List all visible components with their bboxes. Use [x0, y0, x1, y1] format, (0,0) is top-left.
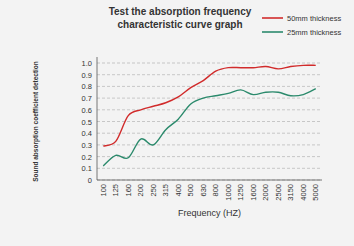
legend-swatch [262, 31, 283, 33]
legend-label: 50mm thickness [287, 14, 341, 23]
grid-line [97, 109, 322, 110]
plot-area [103, 65, 316, 166]
x-tick-label: 2500 [274, 184, 283, 201]
x-tick-label: 160 [124, 184, 133, 197]
y-tick-label: 0.7 [82, 94, 92, 103]
x-tick-label: 1600 [249, 184, 258, 201]
y-axis-title: Sound absorption coefficient detection [32, 61, 40, 182]
grid-line [97, 180, 322, 181]
grid-line [97, 98, 322, 99]
title: Test the absorption frequency characteris… [109, 6, 252, 30]
grid-line [97, 86, 322, 87]
x-tick-label: 5000 [311, 184, 320, 201]
x-tick-label: 125 [111, 184, 120, 197]
chart: Test the absorption frequency characteris… [0, 0, 354, 246]
x-axis [97, 180, 322, 181]
title-line: Test the absorption frequency [109, 6, 252, 17]
grid-line [97, 121, 322, 122]
legend-swatch [262, 17, 283, 19]
x-tick-label: 250 [149, 184, 158, 197]
y-tick-label: 0.6 [82, 106, 92, 115]
x-tick-label: 1000 [224, 184, 233, 201]
y-tick-label: 0.4 [82, 129, 92, 138]
grid-line [97, 133, 322, 134]
y-tick-label: 0.8 [82, 82, 92, 91]
legend-label: 25mm thickness [287, 28, 341, 37]
y-tick-label: 1.0 [82, 59, 92, 68]
y-tick-label: 0.9 [82, 71, 92, 80]
grid-line [97, 63, 322, 64]
grid-line [97, 144, 322, 145]
x-tick-label: 3150 [286, 184, 295, 201]
y-tick-label: 0.1 [82, 164, 92, 173]
title-line: characteristic curve graph [117, 19, 242, 30]
x-tick-label: 630 [199, 184, 208, 197]
y-axis [97, 57, 98, 180]
x-axis-title: Frequency (HZ) [178, 208, 241, 218]
grid-line [97, 168, 322, 169]
x-tick-label: 500 [186, 184, 195, 197]
y-tick-label: 0.3 [82, 141, 92, 150]
background [0, 0, 354, 246]
y-tick-label: 0 [88, 176, 92, 185]
x-tick-label: 200 [136, 184, 145, 197]
x-tick-label: 1250 [236, 184, 245, 201]
y-tick-label: 0.5 [82, 118, 92, 127]
x-tick-label: 315 [161, 184, 170, 197]
series-line [103, 65, 316, 146]
x-tick-label: 400 [174, 184, 183, 197]
series-line [103, 89, 316, 166]
y-tick-label: 0.2 [82, 153, 92, 162]
x-tick-label: 800 [211, 184, 220, 197]
x-tick-label: 2000 [261, 184, 270, 201]
x-tick-label: 100 [99, 184, 108, 197]
grid-line [97, 156, 322, 157]
x-tick-label: 4000 [299, 184, 308, 201]
